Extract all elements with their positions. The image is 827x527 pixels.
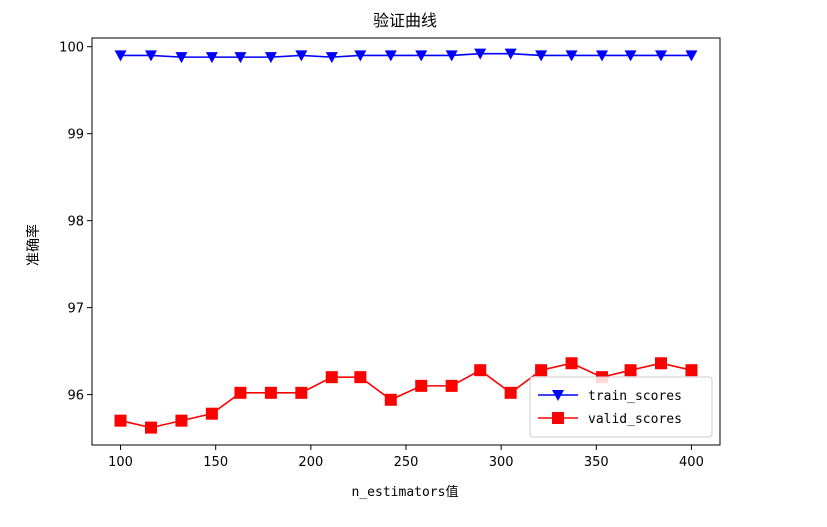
valid-scores-point [535,364,548,377]
valid-scores-point [384,393,397,406]
valid-scores-point [445,379,458,392]
valid-scores-point [144,421,157,434]
legend-train-scores-label: train_scores [588,389,682,404]
y-tick-label: 100 [59,41,84,56]
valid-scores-point [624,364,637,377]
valid-scores-point [655,357,668,370]
y-tick-label: 99 [67,128,84,143]
valid-scores-point [295,386,308,399]
legend-box [529,376,713,438]
valid-scores-point [565,357,578,370]
train-scores-point [474,48,487,60]
legend-valid-scores-label: valid_scores [588,412,682,427]
train-scores-point [384,50,397,62]
valid-scores-point [415,379,428,392]
valid-scores-point [504,386,517,399]
train-scores-point [535,50,548,62]
legend-train-scores-swatch-marker [552,390,564,401]
train-scores-point [205,52,218,64]
train-scores-point [415,50,428,62]
legend-valid-scores-swatch-marker [552,412,564,424]
train-scores-point [264,52,277,64]
x-axis-label: n_estimators值 [352,484,459,500]
valid-scores-point [234,386,247,399]
train-scores-point [624,50,637,62]
train-scores-point [596,50,609,62]
x-tick-label: 150 [203,455,228,470]
train-scores-point [175,52,188,64]
train-scores-point [445,50,458,62]
valid-scores-point [264,386,277,399]
train-scores-line [120,52,692,58]
train-scores-point [295,50,308,62]
chart-title: 验证曲线 [373,11,437,30]
train-scores-point [565,50,578,62]
valid-scores-point [685,364,698,377]
y-axis-label: 准确率 [25,224,42,266]
x-tick-label: 400 [679,455,704,470]
valid-scores-point [205,407,218,420]
y-tick-label: 96 [67,389,84,404]
x-tick-label: 200 [298,455,323,470]
x-tick-label: 100 [108,455,133,470]
train-scores-point [504,48,517,60]
y-tick-label: 98 [67,215,84,230]
train-scores-point [354,50,367,62]
train-scores-point [325,52,338,64]
train-scores-point [234,52,247,64]
train-scores-point [114,50,127,62]
valid-scores-point [325,371,338,384]
valid-scores-point [354,371,367,384]
valid-scores-point [474,364,487,377]
train-scores-point [144,50,157,62]
valid-scores-point [175,414,188,427]
y-tick-label: 97 [67,302,84,317]
x-tick-label: 350 [584,455,609,470]
x-tick-label: 250 [394,455,419,470]
x-tick-label: 300 [489,455,514,470]
train-scores-point [685,50,698,62]
plot-frame [91,37,721,446]
valid-scores-point [114,414,127,427]
train-scores-point [655,50,668,62]
